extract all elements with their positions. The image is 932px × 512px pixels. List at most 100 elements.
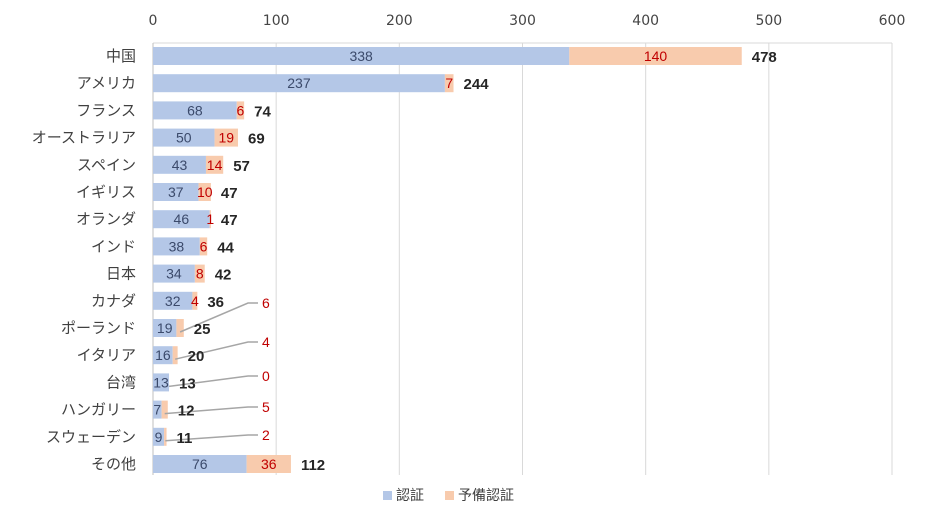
callout-line: [168, 375, 258, 388]
x-tick-label: 0: [149, 13, 158, 29]
data-label-series2: 7: [445, 75, 453, 91]
data-label-series1: 16: [155, 347, 171, 363]
data-label-total: 69: [248, 131, 265, 148]
category-label: その他: [91, 455, 136, 473]
callout-line: [165, 434, 258, 442]
legend-swatch-series2: [445, 491, 454, 500]
callout-line: [174, 341, 258, 360]
x-tick-label: 200: [386, 13, 413, 29]
data-label-total: 47: [221, 212, 238, 229]
x-axis-ticks: 0 100 200 300 400 500 600: [149, 13, 906, 29]
bar-series1: [153, 291, 193, 310]
category-label: フランス: [76, 101, 136, 119]
data-label-total: 244: [464, 76, 490, 93]
data-label-series2: 6: [200, 238, 208, 254]
data-label-series2: 36: [261, 456, 277, 472]
data-label-total: 478: [752, 49, 777, 66]
data-label-total: 13: [179, 375, 196, 392]
bar-series2: [209, 210, 211, 229]
callout-line: [179, 302, 258, 333]
legend-swatch-series1: [383, 491, 392, 500]
legend: 認証 予備認証: [383, 488, 514, 504]
bar-series2: [205, 155, 224, 174]
data-label-series1: 7: [153, 402, 161, 418]
bar-series2: [214, 128, 238, 147]
data-label-series1: 76: [192, 456, 208, 472]
bar-series1: [153, 373, 170, 392]
category-label: アメリカ: [77, 74, 136, 92]
category-label: イタリア: [77, 346, 136, 364]
bar-series2: [246, 455, 291, 473]
bar-series2: [236, 101, 245, 120]
data-label-series1: 9: [155, 429, 163, 445]
data-label-series2: 5: [262, 399, 270, 415]
category-label: オーストラリア: [32, 129, 136, 147]
bar-series2: [192, 291, 198, 310]
bar-series1: [153, 427, 165, 446]
data-label-series1: 38: [169, 238, 185, 254]
bar-series2: [194, 264, 205, 283]
data-label-series2: 0: [262, 368, 270, 384]
data-label-total: 74: [254, 103, 271, 120]
callout-line: [164, 406, 258, 415]
bar-series1: [153, 128, 215, 147]
data-label-total: 11: [177, 430, 193, 447]
bar-series1: [153, 455, 247, 473]
category-label: スウェーデン: [46, 428, 136, 446]
bar-series1: [153, 101, 237, 120]
data-label-series1: 50: [176, 130, 192, 146]
x-tick-label: 400: [632, 13, 659, 29]
bar-series1: [153, 210, 210, 229]
bar-series2: [569, 47, 742, 65]
data-label-total: 42: [215, 267, 232, 284]
bar-series1: [153, 183, 199, 201]
category-label: オランダ: [76, 210, 136, 228]
category-label: 台湾: [106, 373, 136, 391]
category-label: インド: [91, 237, 136, 255]
bar-series1: [153, 47, 570, 65]
data-label-total: 12: [178, 403, 195, 420]
data-label-series2: 1: [206, 211, 214, 227]
bar-series1: [153, 319, 177, 337]
x-tick-label: 600: [879, 13, 906, 29]
data-label-series1: 37: [168, 184, 184, 200]
data-label-series1: 237: [287, 75, 311, 91]
bar-series1: [153, 74, 445, 93]
gridlines: [152, 42, 893, 475]
data-label-series2: 8: [196, 266, 204, 282]
category-label: ハンガリー: [61, 401, 136, 419]
data-label-series1: 19: [157, 320, 173, 336]
category-label: 日本: [106, 265, 136, 283]
bar-series1: [153, 346, 173, 365]
data-label-total: 36: [207, 294, 224, 311]
bar-series2: [199, 237, 208, 256]
x-tick-label: 100: [263, 13, 290, 29]
bar-series2: [198, 183, 211, 201]
data-label-series1: 34: [166, 266, 182, 282]
data-label-series2: 2: [262, 427, 270, 443]
category-label: スペイン: [77, 156, 136, 174]
data-label-series2: 4: [262, 334, 270, 350]
data-label-series2: 4: [191, 293, 199, 309]
data-label-total: 20: [188, 348, 205, 365]
bar-series1: [153, 264, 195, 283]
data-label-series1: 68: [187, 102, 203, 118]
legend-label-series1: 認証: [396, 488, 424, 504]
bar-series2: [172, 346, 178, 365]
data-label-series1: 32: [165, 293, 181, 309]
data-label-series2: 19: [218, 130, 234, 146]
data-label-series2: 10: [197, 184, 213, 200]
legend-label-series2: 予備認証: [458, 488, 514, 504]
x-tick-label: 500: [755, 13, 782, 29]
data-label-total: 44: [217, 239, 234, 256]
bar-series2: [444, 74, 454, 93]
bar-series2: [176, 319, 184, 337]
data-label-series2: 6: [262, 295, 270, 311]
bar-series2: [161, 400, 168, 419]
data-label-total: 47: [221, 185, 238, 202]
data-label-total: 57: [233, 158, 250, 175]
category-label: カナダ: [91, 292, 136, 310]
category-label: 中国: [106, 47, 136, 65]
